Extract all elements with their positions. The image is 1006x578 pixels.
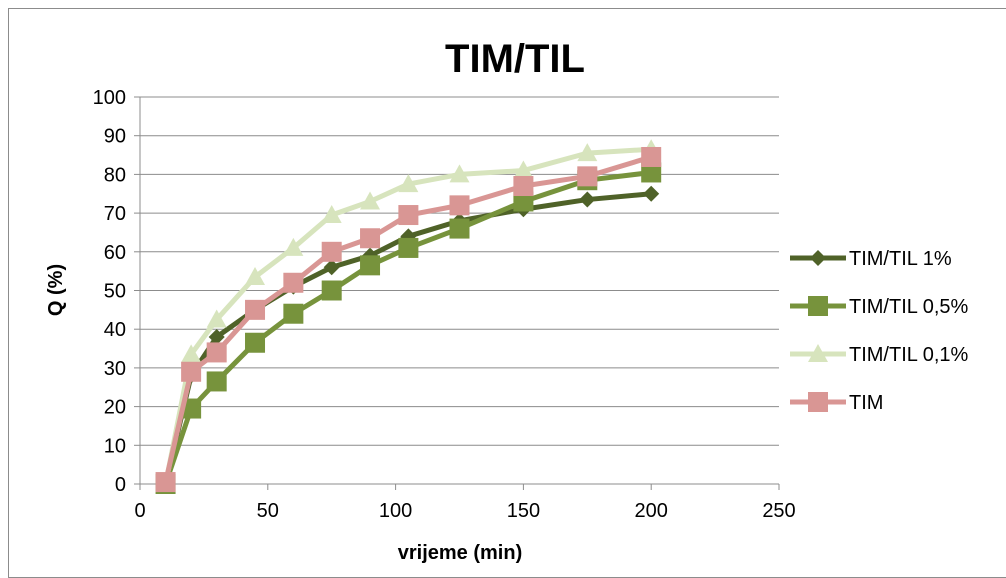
legend-item: TIM/TIL 0,1% — [790, 344, 969, 366]
legend-label: TIM/TIL 1% — [849, 248, 952, 270]
y-tick-label: 40 — [104, 319, 126, 341]
data-point — [206, 309, 227, 328]
line-chart: TIM/TIL 0 10 20 30 40 50 60 70 80 90 100 0 50 100 150… — [45, 37, 969, 564]
legend-label: TIM/TIL 0,5% — [849, 296, 969, 318]
x-tick-label: 250 — [762, 500, 795, 522]
data-point — [643, 185, 660, 202]
x-tick-label: 100 — [379, 500, 412, 522]
data-point — [360, 255, 381, 276]
y-tick-label: 20 — [104, 397, 126, 419]
data-point — [360, 228, 381, 249]
y-tick-labels: 0 10 20 30 40 50 60 70 80 90 100 — [93, 87, 126, 496]
data-point — [245, 266, 266, 285]
legend-marker — [808, 296, 828, 316]
legend: TIM/TIL 1% TIM/TIL 0,5% TIM/TIL 0,1% TIM — [790, 248, 969, 414]
y-tick-label: 80 — [104, 164, 126, 186]
data-point — [398, 174, 419, 193]
data-point — [323, 259, 340, 276]
data-point — [283, 303, 304, 324]
data-point — [321, 205, 342, 224]
data-point — [579, 191, 596, 208]
data-point — [206, 342, 227, 363]
series-group — [155, 139, 662, 494]
data-point — [577, 166, 598, 187]
data-point — [398, 237, 419, 258]
data-point — [245, 299, 266, 320]
y-tick-label: 100 — [93, 87, 126, 109]
y-tick-label: 60 — [104, 242, 126, 264]
legend-item: TIM/TIL 1% — [790, 248, 952, 270]
data-point — [283, 237, 304, 256]
y-tick-label: 70 — [104, 203, 126, 225]
y-tick-label: 30 — [104, 358, 126, 380]
legend-marker — [808, 344, 828, 362]
y-tick-label: 90 — [104, 126, 126, 148]
data-point — [208, 328, 225, 345]
data-point — [577, 143, 598, 162]
data-point — [641, 146, 662, 167]
chart-title: TIM/TIL — [445, 37, 585, 81]
data-point — [398, 205, 419, 226]
legend-item: TIM — [790, 392, 883, 414]
data-point — [360, 191, 381, 210]
x-tick-labels: 0 50 100 150 200 250 — [134, 500, 795, 522]
data-point — [449, 195, 470, 216]
x-axis-title: vrijeme (min) — [398, 542, 522, 564]
y-tick-label: 10 — [104, 435, 126, 457]
legend-item: TIM/TIL 0,5% — [790, 296, 969, 318]
series-4 — [155, 146, 662, 493]
gridlines — [140, 96, 779, 446]
y-axis-title: Q (%) — [45, 264, 67, 316]
data-point — [449, 164, 470, 183]
x-tick-label: 200 — [635, 500, 668, 522]
x-tick-label: 0 — [134, 500, 145, 522]
y-tick-label: 0 — [115, 474, 126, 496]
legend-marker — [810, 250, 826, 266]
data-point — [321, 241, 342, 262]
legend-label: TIM — [849, 392, 883, 414]
data-point — [513, 176, 534, 197]
data-point — [181, 361, 202, 382]
data-point — [321, 280, 342, 301]
data-point — [283, 272, 304, 293]
data-point — [449, 218, 470, 239]
data-point — [641, 162, 662, 183]
data-point — [206, 371, 227, 392]
y-tick-label: 50 — [104, 281, 126, 303]
legend-marker — [808, 392, 828, 412]
data-point — [155, 472, 176, 493]
data-point — [181, 344, 202, 363]
data-point — [245, 332, 266, 353]
series-3 — [155, 139, 662, 492]
x-tick-label: 150 — [507, 500, 540, 522]
x-tick-label: 50 — [257, 500, 279, 522]
axes — [134, 96, 780, 490]
data-point — [513, 160, 534, 179]
series-1 — [157, 185, 660, 492]
legend-label: TIM/TIL 0,1% — [849, 344, 969, 366]
data-point — [513, 191, 534, 212]
